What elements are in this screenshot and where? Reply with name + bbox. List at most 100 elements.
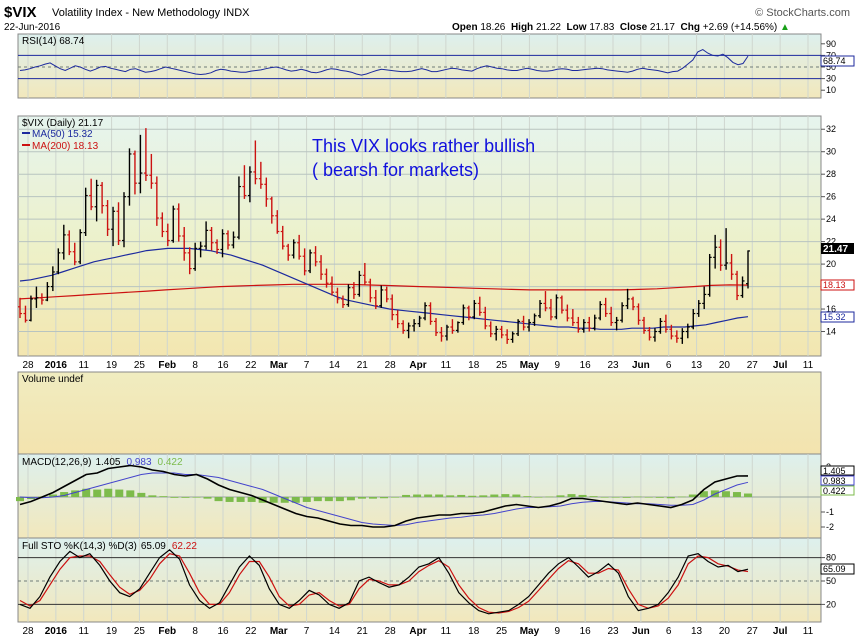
x-mid-tick-label: 11 [441,360,452,371]
x-bot-tick-label: Jul [773,626,788,637]
x-mid-tick-label: 19 [106,360,118,371]
x-mid-tick-label: 7 [304,360,310,371]
price-tick-label: 20 [826,259,836,269]
sto-tick-label: 80 [826,553,836,563]
x-mid-tick-label: Jun [632,360,650,371]
macd-histogram-bar [126,490,135,497]
macd-histogram-bar [148,495,157,497]
x-bot-tick-label: 8 [192,626,198,637]
macd-histogram-bar [446,495,455,497]
macd-histogram-bar [424,494,433,497]
chart-date: 22-Jun-2016 [4,22,61,33]
open-value: 18.26 [480,22,506,33]
macd-histogram-bar [49,494,58,497]
macd-histogram-bar [324,497,333,502]
price-tick-label: 14 [826,327,836,337]
macd-histogram-bar [479,495,488,497]
macd-histogram-bar [247,497,256,502]
macd-histogram-bar [744,493,752,497]
macd-histogram-bar [302,497,311,502]
up-arrow-icon: ▲ [780,22,790,33]
x-bot-tick-label: 23 [607,626,619,637]
x-bot-tick-label: 16 [217,626,229,637]
macd-histogram-bar [699,491,708,497]
macd-histogram-bar [181,497,190,498]
x-bot-tick-label: Jun [632,626,650,637]
sto-label-text: Full STO %K(14,3) %D(3) [22,541,137,552]
x-mid-tick-label: 21 [357,360,369,371]
sto-d-line [19,553,749,614]
x-bot-tick-label: 11 [441,626,452,637]
rsi-tick-label: 70 [826,50,836,60]
x-bot-tick-label: 9 [555,626,561,637]
x-mid-tick-label: 23 [607,360,619,371]
macd-histogram-bar [644,497,653,498]
macd-signal-line [19,472,749,527]
rsi-panel [17,33,822,99]
x-axis-bottom: 28 2016 11 19 25 Feb 8 16 22 Mar 7 14 21 28 Apr 11 18 25 M… [22,626,813,637]
rsi-tick-label: 30 [826,74,836,84]
macd-histogram-bar [633,496,642,498]
sto-tick-label: 50 [826,576,836,586]
security-name: Volatility Index - New Methodology INDX [52,7,250,19]
x-bot-tick-label: 28 [22,626,34,637]
x-bot-tick-label: 16 [580,626,592,637]
macd-histogram-bar [225,497,234,502]
ma50-line [19,247,749,330]
macd-histogram-bar [523,496,532,497]
macd-histogram-bar [335,497,344,502]
x-bot-tick-label: 20 [719,626,731,637]
rsi-line [19,49,749,76]
x-bot-tick-label: 2016 [45,626,68,637]
x-mid-tick-label: 18 [468,360,480,371]
x-bot-tick-label: 18 [468,626,480,637]
price-axis: 32302826242220181614 [821,124,836,337]
macd-histogram-bar [677,496,686,498]
x-bot-tick-label: 19 [106,626,118,637]
annotation-line-2: ( bearsh for markets) [312,160,479,180]
macd-histogram-bar [269,497,278,503]
x-bot-tick-label: Apr [409,626,426,637]
macd-histogram-bar [368,497,377,499]
macd-histogram-bar [490,494,499,497]
x-mid-tick-label: 8 [192,360,198,371]
macd-histogram-bar [104,488,113,497]
x-bot-tick-label: Feb [158,626,176,637]
ma50-tag: 15.32 [820,311,855,323]
price-tick-label: 28 [826,169,836,179]
x-mid-tick-label: 14 [329,360,341,371]
volume-panel [17,371,822,455]
x-bot-tick-label: 11 [803,626,814,637]
sto-label: Full STO %K(14,3) %D(3) 65.09 62.22 [22,541,197,552]
x-mid-tick-label: Jul [773,360,788,371]
symbol: $VIX [4,4,37,21]
chart-header: $VIX Volatility Index - New Methodology … [0,0,858,34]
macd-histogram-bar [622,497,631,498]
x-bot-tick-label: 27 [747,626,759,637]
chg-value: +2.69 (+14.56%) [702,22,778,33]
x-mid-tick-label: May [520,360,540,371]
ohlc-summary: Open 18.26 High 21.22 Low 17.83 Close 21… [452,22,790,33]
macd-tag-box [820,465,855,476]
x-mid-tick-label: 25 [496,360,508,371]
macd-histogram-bar [170,497,179,498]
macd-histogram-bar [567,494,576,497]
macd-histogram-bar [589,496,598,497]
macd-histogram-bar [578,494,587,497]
macd-histogram-bar [512,494,521,497]
price-tick-label: 32 [826,124,836,134]
close-label: Close [619,22,648,33]
x-mid-tick-label: 2016 [45,360,68,371]
rsi-label: RSI(14) 68.74 [22,36,85,47]
sto-label-k: 65.09 [141,541,166,552]
sto-label-d: 62.22 [172,541,197,552]
x-axis-middle: 28 2016 11 19 25 Feb 8 16 22 Mar 7 14 21 28 Apr 11 18 25 M… [22,360,813,371]
open-label: Open [452,22,478,33]
annotation-line-1: This VIX looks rather bullish [312,136,535,156]
x-mid-tick-label: 27 [747,360,759,371]
ma200-tag-text: 18.13 [823,280,846,290]
macd-histogram-bar [501,494,510,497]
macd-label-signal: 0.983 [127,457,152,468]
x-bot-tick-label: 25 [134,626,146,637]
